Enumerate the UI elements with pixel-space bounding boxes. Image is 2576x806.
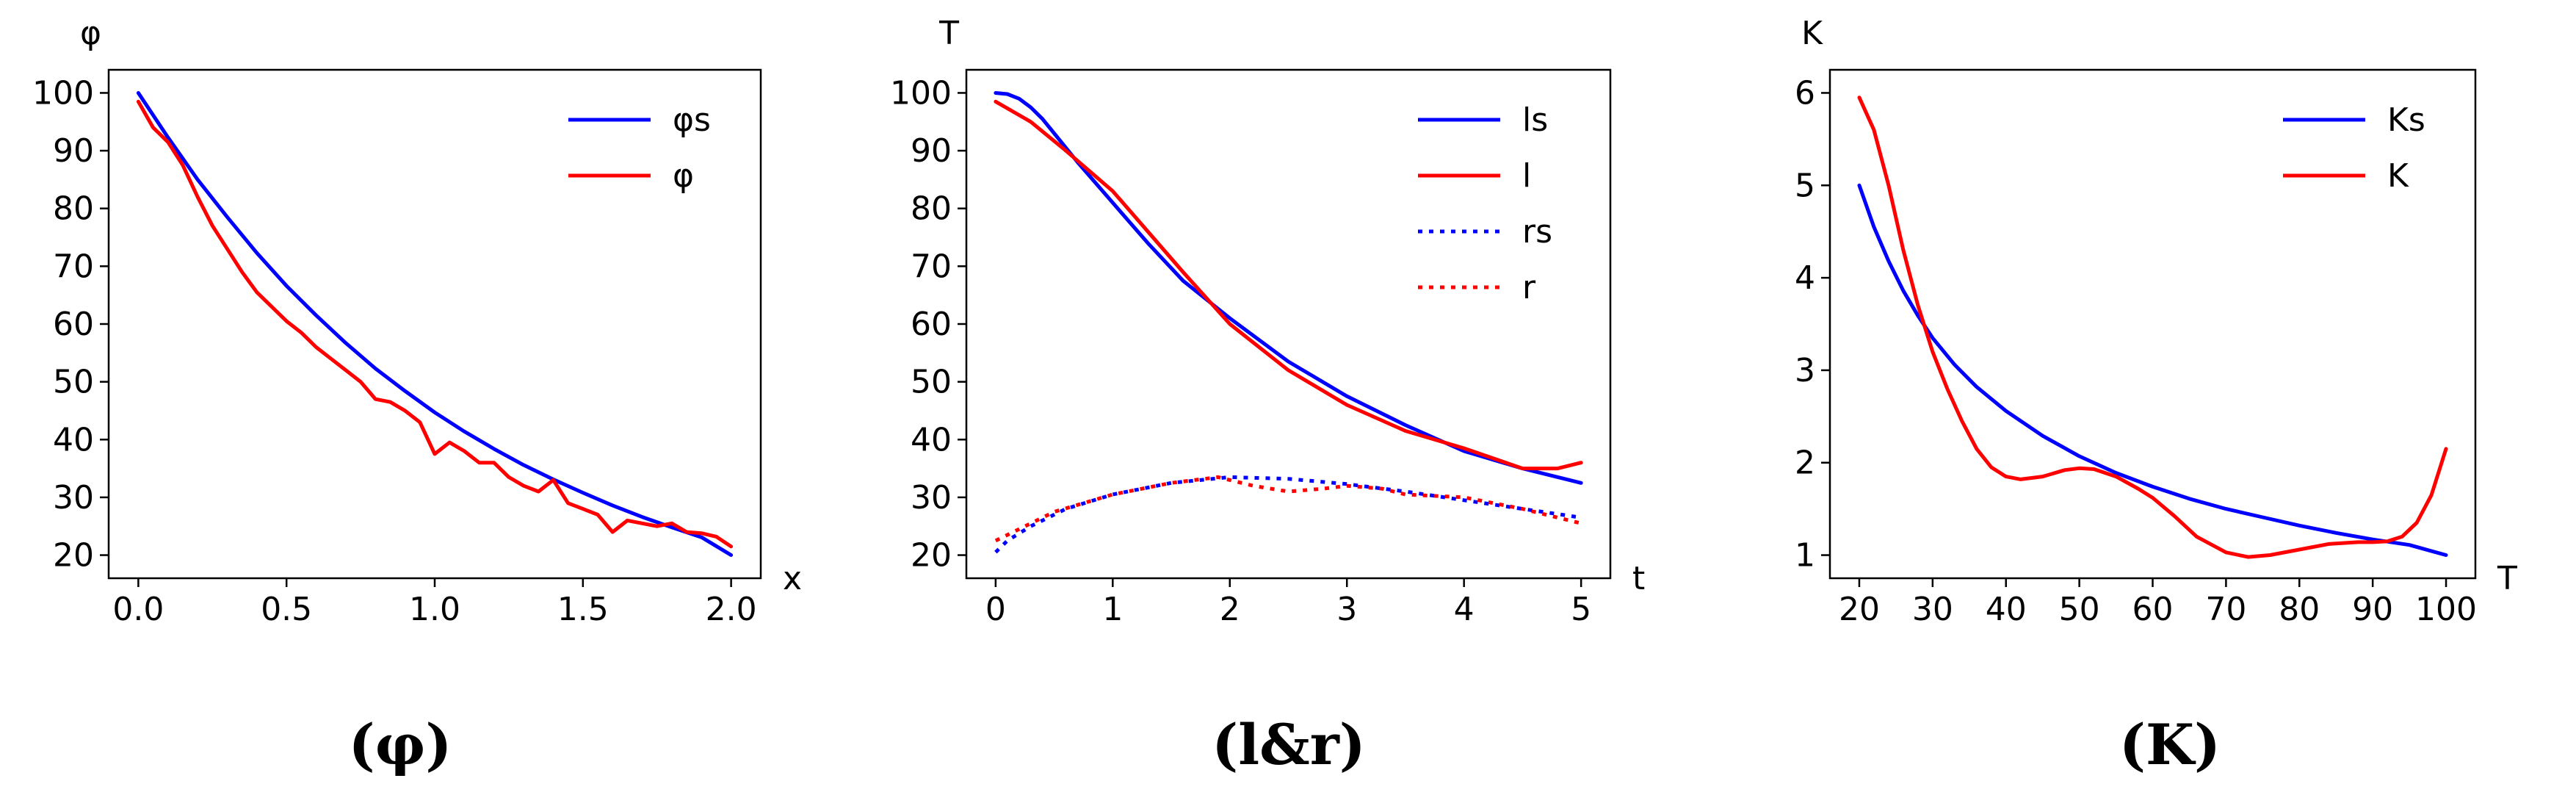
legend-label-r: r [1522,269,1536,306]
legend-label-φs: φs [673,101,711,139]
x-tick-label: 70 [2205,591,2246,628]
y-axis-label: K [1801,15,1823,52]
y-tick-label: 6 [1795,74,1815,112]
x-tick-label: 4 [1454,591,1475,628]
legend-label-l: l [1522,157,1531,195]
y-tick-label: 1 [1795,537,1815,575]
series-line-Ks [1857,183,2448,557]
y-tick-label: 70 [53,248,94,285]
y-tick-label: 50 [53,364,94,401]
series-line-K [1857,96,2448,559]
legend-label-rs: rs [1522,213,1552,251]
chart-panel-1: 0.0 0.5 1.0 1.5 2.0 20 30 40 50 60 70 80 90 100 φ x φs φ (… [32,15,802,777]
legend-label-K: K [2387,157,2409,195]
chart-panel-3: 20 30 40 50 60 70 80 90 100 1 2 3 4 5 6 K T Ks K (K) [1795,15,2517,777]
chart-panel-2: 0 1 2 3 4 5 20 30 40 50 60 70 80 90 100 Tt ls l rs r (l&r) [890,15,1645,777]
series-line-φs [136,91,734,557]
series-line-φ [136,99,734,549]
y-tick-label: 3 [1795,352,1815,389]
x-tick-label: 0.5 [261,591,312,628]
x-axis-label: t [1632,560,1645,597]
x-tick-label: 1 [1102,591,1123,628]
legend-label-Ks: Ks [2387,101,2425,139]
y-tick-label: 40 [53,421,94,458]
x-tick-label: 80 [2279,591,2320,628]
y-tick-label: 30 [53,479,94,517]
x-tick-label: 0 [985,591,1006,628]
y-tick-label: 50 [911,364,952,401]
y-tick-label: 70 [911,248,952,285]
y-tick-label: 60 [53,306,94,343]
series-line-r [994,475,1582,543]
x-tick-label: 2.0 [706,591,757,628]
y-tick-label: 20 [911,537,952,575]
chart-caption: (l&r) [1212,712,1365,777]
x-tick-label: 60 [2132,591,2174,628]
y-tick-label: 60 [911,306,952,343]
y-tick-label: 20 [53,537,94,575]
x-tick-label: 20 [1839,591,1880,628]
legend-label-φ: φ [673,157,694,195]
chart-caption: (φ) [349,712,452,777]
y-axis-label: φ [80,15,101,52]
y-tick-label: 90 [53,132,94,170]
series-line-l [994,99,1583,471]
legend-label-ls: ls [1522,101,1548,139]
axes-frame [107,68,762,580]
y-tick-label: 2 [1795,445,1815,482]
y-tick-label: 40 [911,421,952,458]
axes-frame [1828,68,2477,580]
series-line-ls [994,91,1583,485]
x-tick-label: 3 [1336,591,1357,628]
series-line-rs [994,475,1582,554]
y-tick-label: 90 [911,132,952,170]
x-tick-label: 90 [2352,591,2393,628]
x-tick-label: 2 [1220,591,1240,628]
x-tick-label: 5 [1571,591,1591,628]
x-tick-label: 40 [1986,591,2027,628]
x-tick-label: 30 [1912,591,1953,628]
y-axis-label: T [938,15,959,52]
y-tick-label: 4 [1795,259,1815,297]
x-tick-label: 100 [2415,591,2477,628]
x-tick-label: 0.0 [112,591,164,628]
x-axis-label: x [783,560,802,597]
y-tick-label: 30 [911,479,952,517]
y-tick-label: 100 [32,74,94,112]
x-tick-label: 50 [2059,591,2100,628]
chart-caption: (K) [2119,712,2221,777]
y-tick-label: 100 [890,74,952,112]
x-tick-label: 1.5 [557,591,609,628]
y-tick-label: 80 [53,190,94,228]
y-tick-label: 5 [1795,167,1815,204]
x-axis-label: T [2497,560,2517,597]
y-tick-label: 80 [911,190,952,228]
x-tick-label: 1.0 [409,591,460,628]
